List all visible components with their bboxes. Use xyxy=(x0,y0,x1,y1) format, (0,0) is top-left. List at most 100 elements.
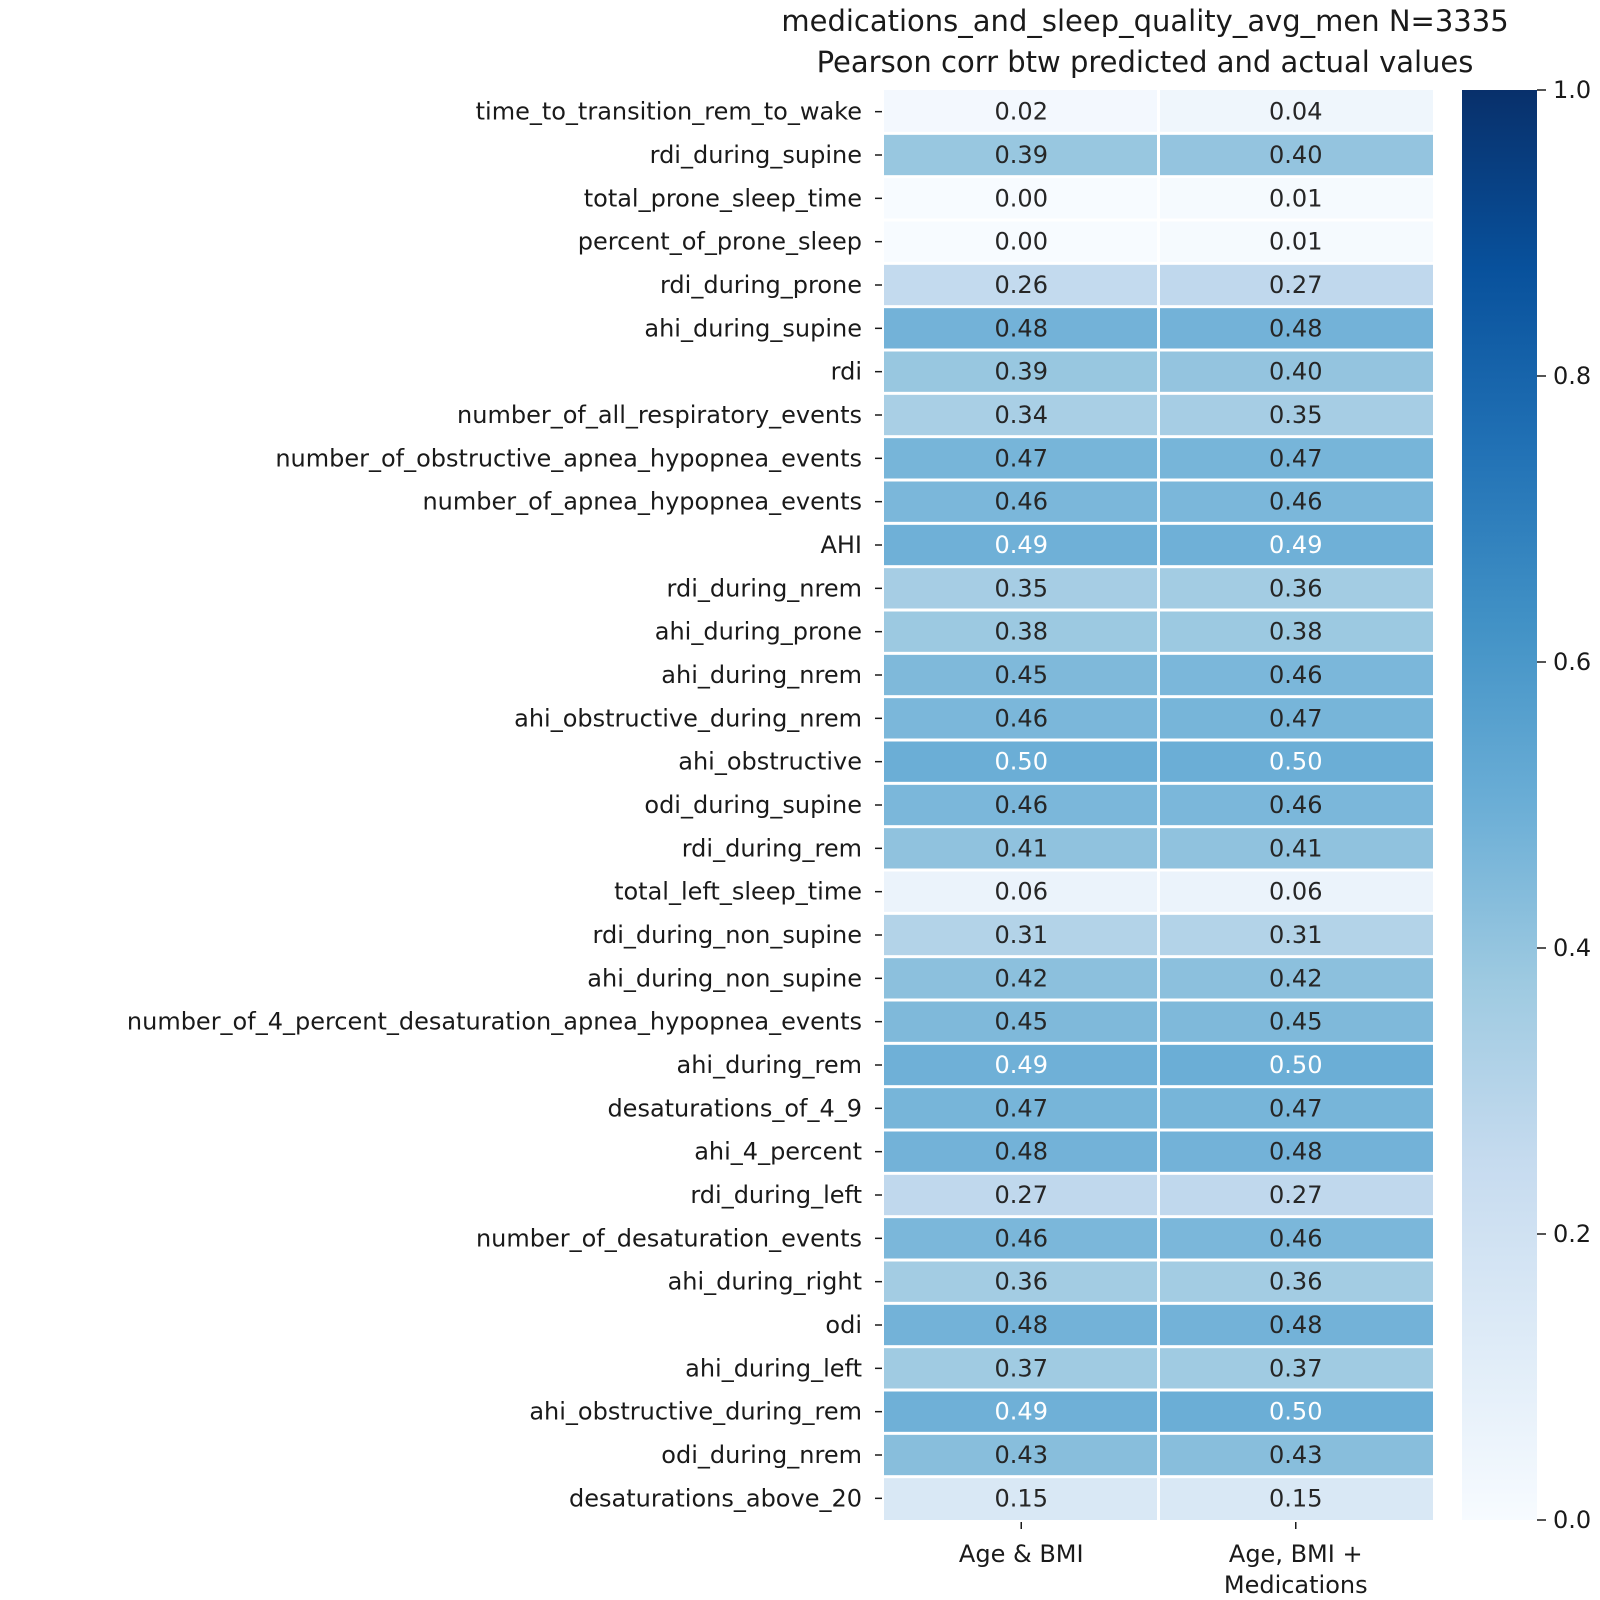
cell-value-label: 0.01 xyxy=(1269,184,1322,212)
column-label: Age & BMI xyxy=(959,1540,1084,1568)
cell-value-label: 0.41 xyxy=(995,834,1048,862)
row-label: ahi_during_non_supine xyxy=(587,964,862,992)
colorbar-gradient xyxy=(1462,90,1537,1520)
heatmap-cell xyxy=(1160,958,1433,999)
heatmap-cell xyxy=(884,611,1157,652)
cell-value-label: 0.49 xyxy=(995,1398,1048,1426)
cell-value-label: 0.50 xyxy=(995,748,1048,776)
row-label: number_of_4_percent_desaturation_apnea_h… xyxy=(127,1008,862,1036)
heatmap-cell xyxy=(1160,1478,1433,1520)
heatmap-cell xyxy=(884,134,1157,176)
heatmap-cell xyxy=(1160,1304,1433,1346)
row-label: rdi_during_left xyxy=(690,1181,862,1209)
cell-value-label: 0.34 xyxy=(995,401,1048,429)
row-label: odi_during_nrem xyxy=(661,1441,862,1469)
heatmap-cell xyxy=(884,351,1157,392)
cell-value-label: 0.47 xyxy=(1269,1094,1322,1122)
heatmap-cell xyxy=(1160,1174,1433,1216)
heatmap-cell xyxy=(1160,698,1433,739)
heatmap-cell xyxy=(884,1131,1157,1172)
cell-value-label: 0.38 xyxy=(995,618,1048,646)
heatmap-cell xyxy=(1160,611,1433,652)
colorbar-tick-label: 0.0 xyxy=(1553,1506,1591,1534)
cell-value-label: 0.46 xyxy=(1269,1224,1322,1252)
heatmap-cell xyxy=(884,958,1157,999)
cell-value-label: 0.31 xyxy=(995,921,1048,949)
colorbar-ticks: 0.0 0.2 0.4 0.6 0.8 1.0 xyxy=(1537,76,1591,1534)
cell-value-label: 0.50 xyxy=(1269,748,1322,776)
heatmap-cell xyxy=(1160,1261,1433,1302)
cell-value-label: 0.43 xyxy=(1269,1441,1322,1469)
cell-value-label: 0.39 xyxy=(995,141,1048,169)
heatmap-cell xyxy=(1160,438,1433,479)
heatmap-cell xyxy=(884,438,1157,479)
cell-value-label: 0.26 xyxy=(995,271,1048,299)
cell-value-label: 0.48 xyxy=(995,314,1048,342)
row-label: ahi_during_prone xyxy=(655,618,862,646)
cell-value-label: 0.15 xyxy=(995,1484,1048,1512)
cell-value-label: 0.37 xyxy=(995,1354,1048,1382)
heatmap-cell xyxy=(1160,741,1433,782)
heatmap-cell xyxy=(1160,828,1433,869)
heatmap-cell xyxy=(884,178,1157,219)
heatmap-cell xyxy=(884,1088,1157,1129)
row-label: total_prone_sleep_time xyxy=(584,184,862,212)
cell-value-label: 0.41 xyxy=(1269,834,1322,862)
heatmap-cell xyxy=(1160,871,1433,912)
cell-value-label: 0.42 xyxy=(1269,964,1322,992)
row-label: rdi_during_supine xyxy=(650,141,862,169)
row-label: ahi_obstructive_during_nrem xyxy=(514,704,862,732)
row-label: time_to_transition_rem_to_wake xyxy=(476,98,862,126)
heatmap-cell xyxy=(884,1434,1157,1476)
column-label: Age, BMI + xyxy=(1229,1540,1363,1568)
cell-value-label: 0.40 xyxy=(1269,141,1322,169)
row-label: percent_of_prone_sleep xyxy=(578,228,862,256)
heatmap-cell xyxy=(1160,221,1433,262)
cell-value-label: 0.48 xyxy=(1269,314,1322,342)
colorbar-tick-label: 0.2 xyxy=(1553,1220,1591,1248)
cell-value-label: 0.00 xyxy=(995,228,1048,256)
heatmap-cell xyxy=(1160,914,1433,956)
row-label: number_of_obstructive_apnea_hypopnea_eve… xyxy=(275,444,862,472)
row-label: ahi_during_rem xyxy=(677,1051,863,1079)
heatmap-cell xyxy=(884,1348,1157,1389)
heatmap-cell xyxy=(884,394,1157,436)
row-label: rdi_during_prone xyxy=(660,271,862,299)
row-label: number_of_apnea_hypopnea_events xyxy=(422,488,862,516)
row-label: ahi_during_nrem xyxy=(661,661,862,689)
cell-value-label: 0.49 xyxy=(995,531,1048,559)
cell-value-label: 0.46 xyxy=(995,791,1048,819)
heatmap-cell xyxy=(884,871,1157,912)
cell-value-label: 0.48 xyxy=(995,1311,1048,1339)
heatmap-cell xyxy=(884,654,1157,696)
heatmap-cell xyxy=(1160,654,1433,696)
cell-value-label: 0.27 xyxy=(995,1181,1048,1209)
cell-value-label: 0.46 xyxy=(995,704,1048,732)
row-label: desaturations_of_4_9 xyxy=(607,1094,862,1122)
heatmap-cell xyxy=(1160,1088,1433,1129)
cell-value-label: 0.47 xyxy=(995,1094,1048,1122)
cell-value-label: 0.39 xyxy=(995,358,1048,386)
heatmap-cell xyxy=(884,524,1157,566)
colorbar-tick-label: 0.6 xyxy=(1553,648,1591,676)
heatmap-cell xyxy=(1160,524,1433,566)
cell-value-label: 0.47 xyxy=(1269,704,1322,732)
heatmap-cell xyxy=(884,481,1157,522)
heatmap-cell xyxy=(884,741,1157,782)
row-label: total_left_sleep_time xyxy=(614,878,862,906)
cell-value-label: 0.15 xyxy=(1269,1484,1322,1512)
colorbar-tick-label: 0.8 xyxy=(1553,362,1591,390)
row-label: odi xyxy=(825,1311,862,1339)
cell-value-label: 0.46 xyxy=(995,488,1048,516)
row-label: ahi_obstructive_during_rem xyxy=(529,1398,862,1426)
heatmap-cell xyxy=(884,1391,1157,1432)
heatmap-cell xyxy=(884,568,1157,609)
colorbar-tick-label: 0.4 xyxy=(1553,934,1591,962)
cell-value-label: 0.06 xyxy=(995,878,1048,906)
cell-value-label: 0.45 xyxy=(995,661,1048,689)
cell-value-label: 0.50 xyxy=(1269,1051,1322,1079)
colorbar: 0.0 0.2 0.4 0.6 0.8 1.0 xyxy=(1462,76,1591,1534)
cell-value-label: 0.47 xyxy=(995,444,1048,472)
heatmap-cell xyxy=(884,828,1157,869)
